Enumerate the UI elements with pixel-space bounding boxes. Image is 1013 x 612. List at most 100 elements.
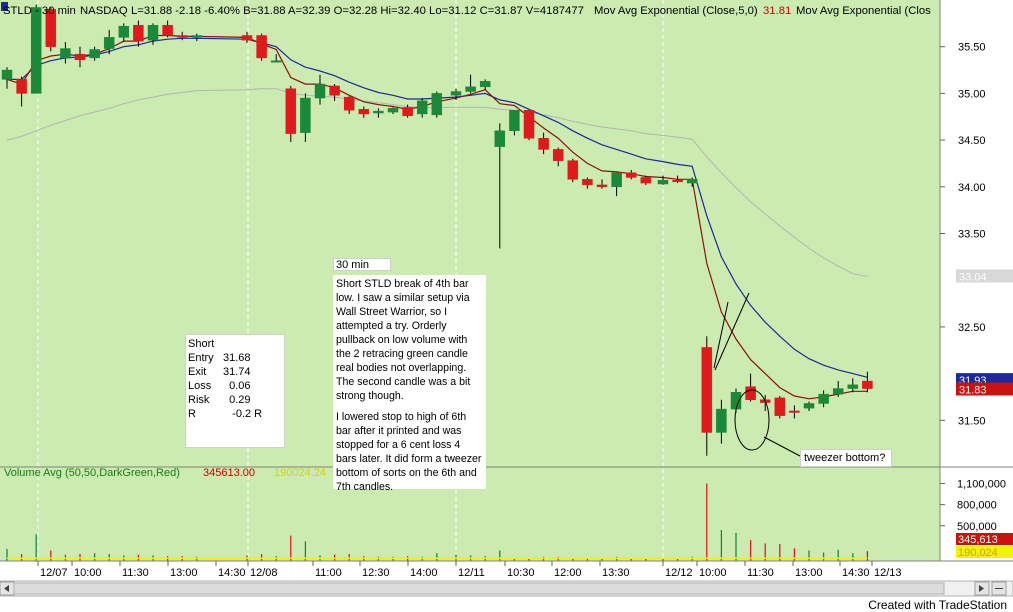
- candle-body: [241, 35, 253, 41]
- candle: [803, 401, 815, 411]
- candle: [285, 85, 297, 142]
- time-tick-label: 12/07: [40, 567, 68, 579]
- candle-body: [523, 109, 535, 139]
- candle: [672, 175, 683, 184]
- candle: [640, 175, 652, 185]
- tweezer-pointer: [763, 436, 801, 457]
- candle-body: [191, 35, 203, 38]
- time-tick-label: 13:00: [170, 567, 198, 579]
- candle-body: [314, 83, 326, 99]
- candle: [862, 371, 873, 393]
- candle: [30, 4, 42, 94]
- candle-body: [133, 24, 144, 42]
- candle-body: [625, 172, 637, 178]
- trade-risk-value: 0.29: [223, 394, 251, 406]
- candle: [343, 96, 355, 114]
- time-tick-label: 10:00: [74, 567, 102, 579]
- volume-tick-label: 1,100,000: [957, 479, 1006, 491]
- candle: [582, 177, 593, 189]
- candle: [147, 23, 159, 45]
- time-tick-label: 12:30: [362, 567, 390, 579]
- symbol-icon: [1, 2, 8, 11]
- candle-body: [387, 108, 399, 113]
- horizontal-scrollbar[interactable]: [0, 580, 1013, 597]
- candle: [479, 79, 491, 90]
- candle: [162, 20, 173, 38]
- header-symbol: STLD - 30 min: [3, 5, 76, 17]
- candle: [611, 172, 622, 197]
- header-exchange: NASDAQ: [80, 5, 128, 17]
- volume-value-label: 190,024: [958, 547, 998, 559]
- trend-line-2: [714, 292, 750, 371]
- candle: [314, 74, 326, 105]
- candle-body: [358, 109, 370, 115]
- candle-body: [300, 97, 311, 133]
- candle-body: [567, 160, 579, 180]
- candle: [596, 179, 608, 189]
- candle-body: [672, 180, 683, 183]
- candle: [329, 84, 340, 101]
- price-tick-label: 34.00: [958, 182, 986, 194]
- trade-notes-paragraph-2: I lowered stop to high of 6th bar after …: [336, 411, 482, 493]
- candlesticks: [1, 4, 873, 456]
- trade-r-value: -0.2 R: [223, 408, 263, 420]
- candle-body: [465, 86, 476, 92]
- candle-body: [509, 109, 520, 132]
- timeframe-label: 30 min: [333, 258, 391, 271]
- time-tick-label: 13:00: [795, 567, 823, 579]
- candle: [45, 7, 57, 52]
- candle-body: [716, 408, 727, 433]
- header-ma1-label: Mov Avg Exponential (Close,5,0): [594, 5, 758, 17]
- candle: [789, 405, 800, 419]
- ma-long-line: [6, 88, 868, 277]
- candle: [818, 390, 829, 408]
- candle: [416, 98, 428, 118]
- candle: [431, 91, 443, 118]
- price-tick-label: 34.50: [958, 135, 986, 147]
- time-tick-label: 11:00: [315, 567, 342, 579]
- trade-notes: Short STLD break of 4th bar low. I saw a…: [333, 275, 486, 493]
- scrollbar-thumb[interactable]: [13, 582, 945, 595]
- candle: [373, 108, 384, 118]
- candle-body: [176, 35, 188, 38]
- price-tick-label: 31.50: [958, 415, 986, 427]
- candle: [847, 378, 859, 393]
- candle: [745, 373, 756, 402]
- annotation-drawings: [713, 292, 801, 457]
- candle: [176, 31, 188, 41]
- trade-risk-label: Risk: [188, 394, 210, 406]
- candle-body: [847, 384, 859, 389]
- candle-body: [118, 25, 130, 38]
- candle-body: [103, 37, 115, 49]
- time-tick-label: 12/08: [250, 567, 278, 579]
- trade-loss-label: Loss: [188, 380, 212, 392]
- header-ma1-value: 31.81: [763, 5, 791, 17]
- volume-header: Volume Avg (50,50,DarkGreen,Red) 345613.…: [4, 467, 326, 479]
- candle: [89, 46, 100, 61]
- candle-body: [16, 79, 27, 94]
- candle-body: [640, 177, 652, 184]
- time-tick-label: 11:30: [747, 567, 774, 579]
- candle: [567, 158, 579, 183]
- candle: [358, 106, 370, 118]
- candle: [300, 93, 311, 142]
- candle: [387, 107, 399, 114]
- candle-body: [416, 100, 428, 115]
- trade-exit-value: 31.74: [223, 366, 251, 378]
- candle-body: [494, 130, 506, 147]
- candle: [538, 132, 549, 155]
- candle: [509, 109, 520, 136]
- candle-body: [285, 88, 297, 134]
- candle-body: [431, 93, 443, 116]
- candle-body: [89, 49, 100, 59]
- candle: [552, 147, 564, 167]
- candle: [686, 177, 698, 187]
- credit-text: Created with TradeStation: [868, 598, 1007, 612]
- candle-body: [30, 7, 42, 94]
- candle: [402, 104, 413, 118]
- candle: [716, 399, 727, 444]
- price-tick-label: 32.50: [958, 322, 986, 334]
- candle: [133, 20, 144, 47]
